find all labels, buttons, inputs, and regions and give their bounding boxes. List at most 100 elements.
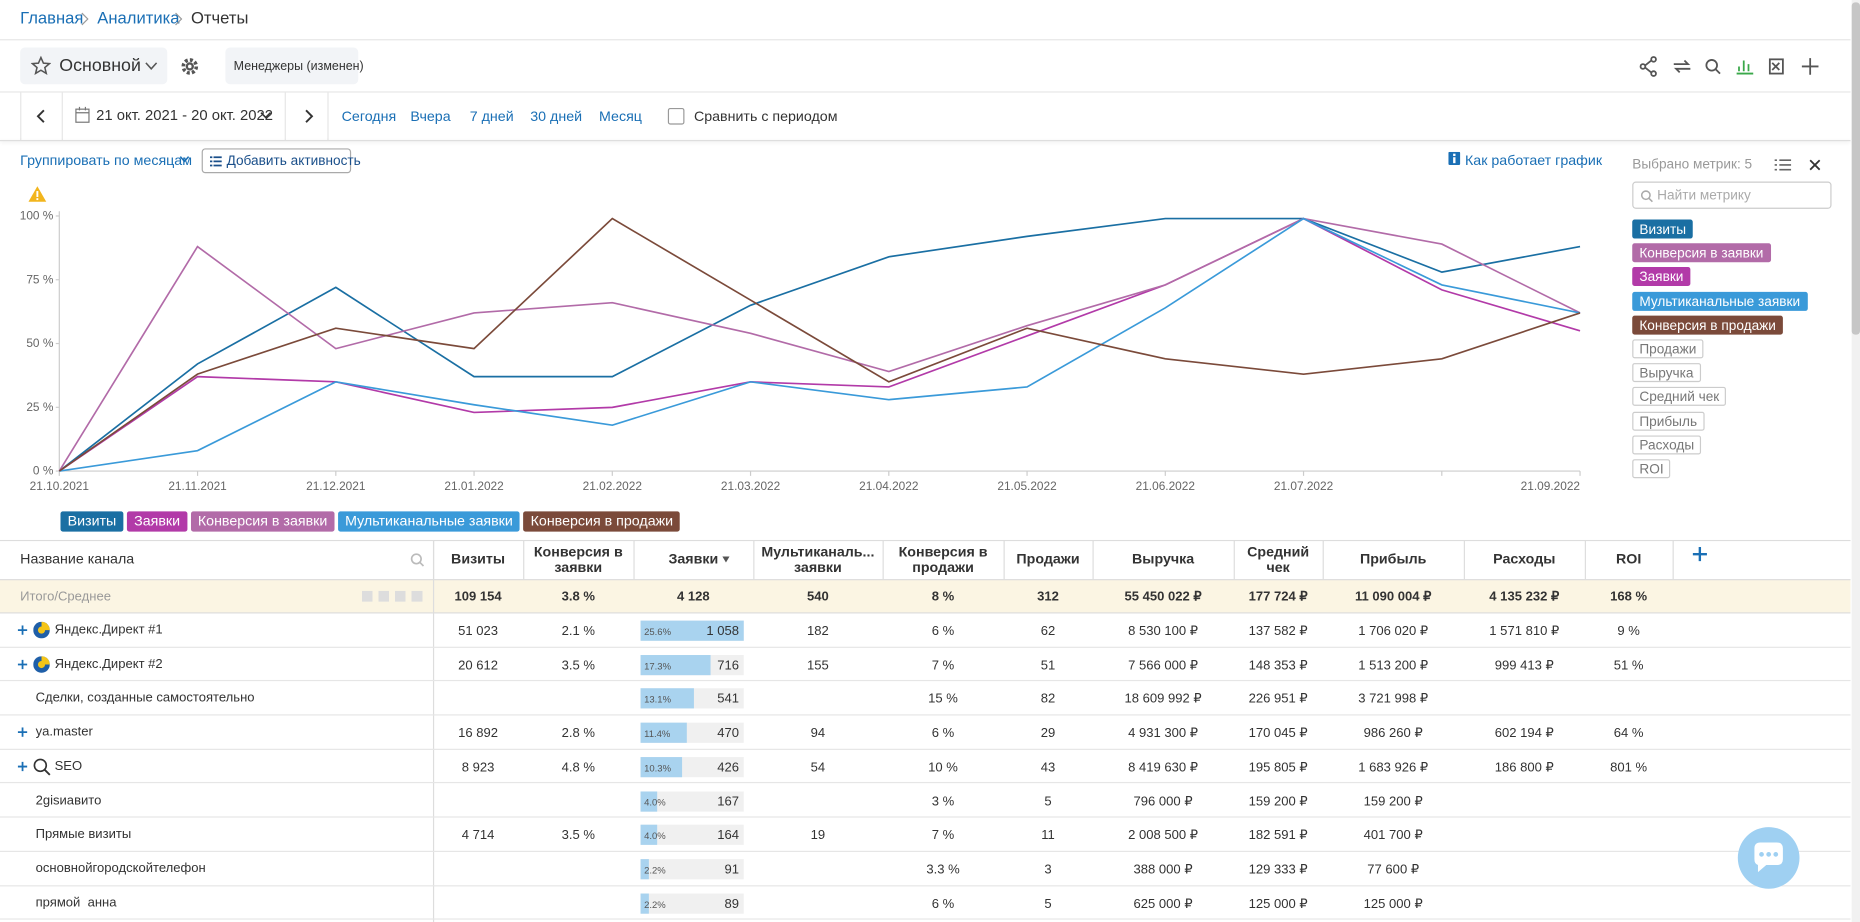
expand-toggle[interactable] [17,727,28,738]
add-activity-button[interactable]: Добавить активность [201,148,361,174]
column-divider [1233,539,1235,580]
share-label: 4.0% [644,830,666,842]
toolbar-icons[interactable] [1637,55,1822,79]
table-cell: 1 683 926 ₽ [1358,760,1429,775]
metric-chip[interactable]: Выручка [1632,363,1701,383]
expand-toggle[interactable] [17,659,28,669]
search-icon [1640,190,1653,203]
table-cell: 20 612 [458,658,499,673]
chevron [145,62,158,70]
search-icon[interactable] [410,552,425,573]
period-preset[interactable]: 30 дней [530,107,583,125]
period-preset[interactable]: 7 дней [469,107,514,125]
table-cell: 51 % [1613,658,1644,673]
legend-item[interactable]: Заявки [126,511,188,532]
scrollbar[interactable] [1851,0,1860,922]
metric-chip-selected[interactable]: Конверсия в продажи [1632,315,1784,335]
table-cell: 125 000 ₽ [1363,896,1423,911]
table-cell: 182 [807,624,829,639]
plus-icon [17,625,28,635]
metric-chip-selected[interactable]: Визиты [1632,219,1694,239]
filter-button[interactable]: Менеджеры (изменен) [225,47,364,85]
column-header[interactable]: Прибыль [1360,550,1427,568]
prev-period[interactable] [34,108,48,125]
channels-table: Название канала Визиты Конверсия в заявки З… [0,539,1851,922]
x-tick-label: 21.04.2022 [859,479,918,493]
calendar-icon [75,106,90,123]
metric-list: Визиты Конверсия в заявки Заявки Мультикана… [1632,218,1846,482]
compare-label[interactable]: Сравнить с периодом [693,107,838,125]
column-header[interactable]: Конверсия в продажи [898,542,988,575]
next-period[interactable] [301,108,315,125]
table-cell: 801 % [1610,760,1648,775]
column-header[interactable]: Выручка [1132,550,1195,568]
table-cell: 2 008 500 ₽ [1128,828,1199,843]
table-cell: 43 [1040,760,1056,775]
column-divider [1463,539,1465,580]
column-header[interactable]: Мультиканаль... заявки [761,542,875,575]
column-header[interactable]: Конверсия в заявки [533,542,623,575]
table-cell: 170 045 ₽ [1248,726,1308,741]
table-row [0,613,1851,648]
total-row [0,579,1851,614]
add-column[interactable] [1692,547,1707,562]
scroll-thumb[interactable] [1851,2,1860,335]
list-view-icon[interactable] [1774,158,1792,172]
date-range[interactable]: 21 окт. 2021 - 20 окт. 2022 [96,106,274,124]
column-divider [523,539,525,580]
share-label: 25.6% [644,626,672,638]
plus-icon [17,659,28,669]
column-header[interactable]: Средний чек [1247,542,1310,575]
column-header[interactable]: Расходы [1493,550,1556,568]
metric-chip-selected[interactable]: Конверсия в заявки [1632,243,1771,263]
metric-chip[interactable]: Прибыль [1632,411,1705,431]
table-cell: 3 721 998 ₽ [1358,692,1429,707]
compare-checkbox[interactable] [667,107,685,125]
sort-indicator [722,556,730,563]
total-cell: 540 [807,589,829,604]
legend-item[interactable]: Конверсия в продажи [523,511,681,532]
period-preset[interactable]: Вчера [410,107,451,125]
column-header[interactable]: ROI [1616,550,1642,568]
metric-row: Мультиканальные заявки [1632,290,1846,314]
table-cell: 91 [724,862,740,877]
chat-button[interactable] [1735,825,1801,891]
table-cell: 64 % [1613,726,1644,741]
settings-icon[interactable] [180,57,199,76]
help-link[interactable]: Как работает график [1464,151,1603,169]
column-header[interactable]: Продажи [1016,550,1080,568]
share-bar [640,620,744,641]
legend-item[interactable]: Конверсия в заявки [190,511,335,532]
table-cell: 15 % [928,692,958,707]
column-header[interactable]: Название канала [20,550,135,568]
expand-toggle[interactable] [17,761,28,772]
close-icon[interactable] [1809,159,1821,171]
total-cell: 168 % [1610,589,1648,604]
breadcrumb[interactable]: Главная [20,8,84,28]
breadcrumb[interactable]: Аналитика [97,8,180,28]
share-bar [640,824,657,846]
expand-toggle[interactable] [17,625,28,635]
column-header[interactable]: Визиты [451,550,506,568]
metric-chip[interactable]: Расходы [1632,435,1702,455]
divider [0,39,1851,41]
metric-row: Заявки [1632,266,1846,290]
search-glyph [33,758,51,776]
metric-chip-selected[interactable]: Мультиканальные заявки [1632,291,1808,311]
period-preset[interactable]: Месяц [599,107,642,125]
group-by[interactable]: Группировать по месяцам [20,151,193,169]
metric-chip[interactable]: Продажи [1632,339,1704,359]
metric-chip[interactable]: Средний чек [1632,387,1727,407]
channel-name: 2gisиавито [35,793,102,808]
metric-chip[interactable]: ROI [1632,459,1671,479]
table-cell: 89 [724,896,740,911]
column-header[interactable]: Заявки [668,550,719,568]
legend-item[interactable]: Мультиканальные заявки [337,511,520,532]
yandex-icon [33,655,50,673]
metric-chip-selected[interactable]: Заявки [1632,267,1691,287]
divider [20,92,22,141]
legend-item[interactable]: Визиты [60,511,124,532]
report-select[interactable]: Основной [20,47,168,85]
period-preset[interactable]: Сегодня [341,107,397,125]
metric-search[interactable]: Найти метрику [1632,181,1832,209]
